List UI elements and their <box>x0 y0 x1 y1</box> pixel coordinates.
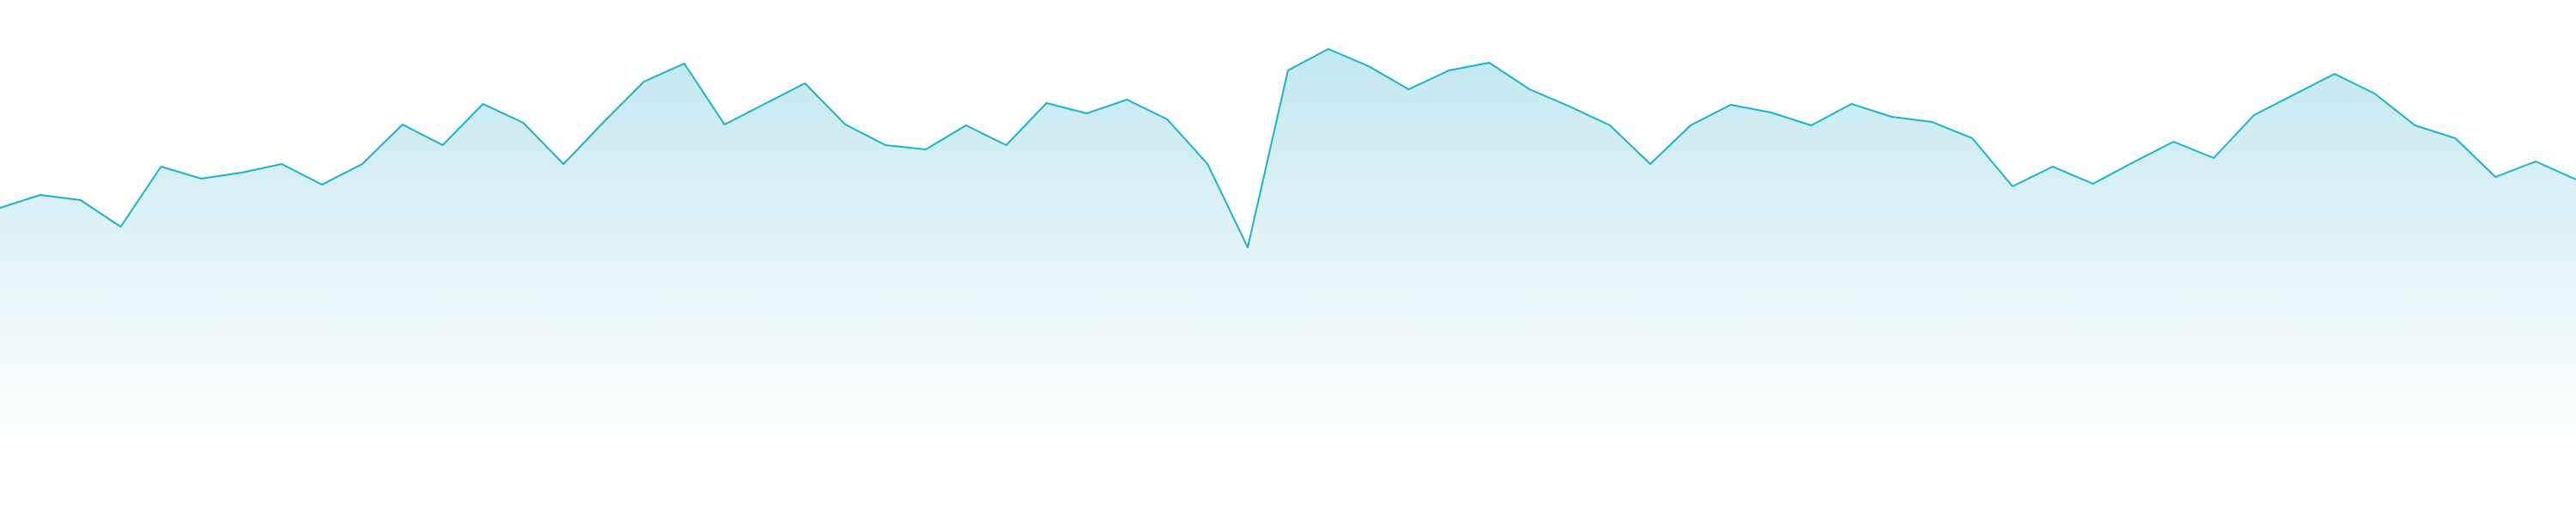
data-point <box>884 143 887 147</box>
data-point <box>2172 140 2175 143</box>
data-point <box>1689 124 1692 127</box>
data-point <box>683 62 686 65</box>
data-point <box>1608 124 1612 127</box>
data-point <box>1045 101 1048 105</box>
data-point <box>160 165 163 168</box>
data-point <box>1568 105 1571 108</box>
data-point <box>1448 69 1451 72</box>
data-point <box>1005 143 1008 147</box>
data-point <box>1085 112 1089 115</box>
data-point <box>1729 103 1733 106</box>
data-point <box>2252 113 2256 117</box>
data-point <box>39 193 42 197</box>
data-point <box>320 183 324 186</box>
data-point <box>1206 162 1209 166</box>
data-point <box>1286 69 1290 72</box>
data-point <box>199 177 203 180</box>
data-point <box>2131 161 2135 164</box>
data-point <box>1487 61 1491 64</box>
data-point <box>964 124 968 127</box>
data-point <box>1126 98 1129 101</box>
data-point <box>1770 111 1773 114</box>
data-point <box>1649 162 1652 166</box>
data-point <box>2092 182 2095 185</box>
data-point <box>441 143 445 147</box>
data-point <box>2011 185 2014 188</box>
data-point <box>521 121 525 125</box>
data-point <box>1246 246 1249 249</box>
data-point <box>361 162 364 166</box>
data-point <box>119 225 123 228</box>
data-point <box>1528 88 1531 91</box>
data-point <box>1850 102 1853 106</box>
data-point <box>2293 93 2296 96</box>
data-point <box>482 102 485 106</box>
data-point <box>2534 160 2537 163</box>
data-point <box>2333 72 2336 76</box>
data-point <box>1971 137 1974 140</box>
data-point <box>562 162 565 166</box>
data-point <box>2453 137 2457 140</box>
data-point <box>763 102 767 106</box>
data-point <box>1407 88 1411 91</box>
data-point <box>1367 64 1370 68</box>
data-point <box>240 171 243 174</box>
data-point <box>843 123 847 126</box>
data-point <box>2494 175 2497 179</box>
data-point <box>79 198 82 202</box>
data-point <box>602 120 605 124</box>
data-point <box>1930 120 1934 124</box>
data-point <box>924 148 927 151</box>
data-point <box>1327 47 1330 51</box>
series-line <box>0 48 2576 248</box>
data-point <box>804 82 807 85</box>
data-point <box>1809 124 1813 127</box>
data-point <box>723 123 726 126</box>
area-fill <box>0 49 2576 523</box>
data-point <box>2373 92 2377 95</box>
data-point <box>642 80 646 83</box>
data-point <box>1890 115 1893 119</box>
data-point <box>280 162 283 166</box>
data-point <box>2212 156 2215 160</box>
data-point <box>2051 165 2055 168</box>
data-point <box>2414 124 2417 127</box>
data-point <box>1165 118 1169 121</box>
data-point <box>401 123 404 126</box>
